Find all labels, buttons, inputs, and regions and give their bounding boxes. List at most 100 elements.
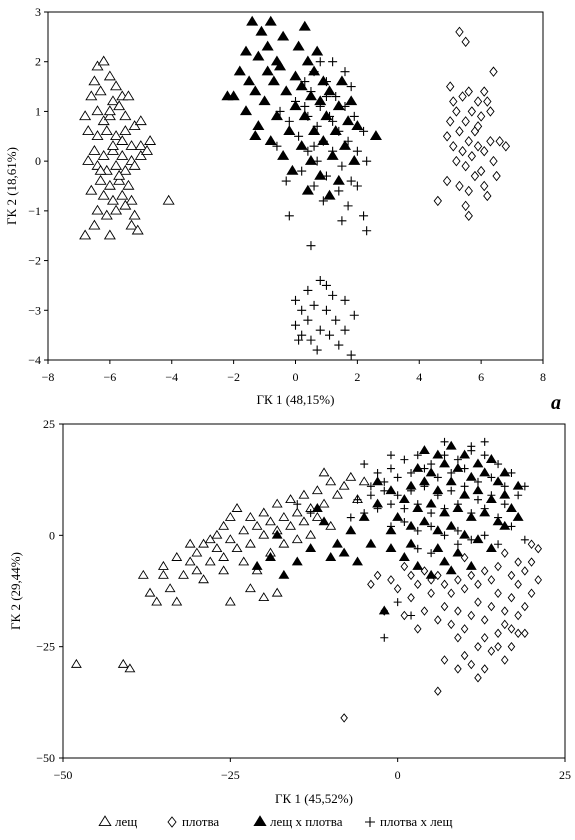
data-point	[494, 628, 502, 639]
data-point	[453, 455, 462, 464]
data-point	[460, 552, 469, 563]
data-point	[338, 480, 350, 490]
data-point	[500, 482, 509, 491]
data-point	[198, 574, 210, 584]
data-point	[369, 130, 382, 140]
data-point	[494, 588, 502, 598]
data-point	[418, 516, 430, 526]
data-point	[494, 460, 503, 469]
legend-marker	[167, 816, 177, 828]
data-point	[311, 503, 323, 512]
data-point	[283, 125, 296, 136]
data-point	[447, 588, 455, 598]
data-point	[106, 95, 119, 106]
data-point	[460, 464, 469, 473]
x-tick-label: −6	[103, 370, 116, 384]
data-point	[106, 145, 119, 155]
data-point	[452, 106, 461, 117]
legend-item: лещ x плотва	[253, 814, 343, 829]
data-point	[407, 486, 416, 495]
data-point	[420, 606, 429, 616]
series-3	[293, 437, 529, 642]
y-axis-label: ГК 2 (29,44%)	[8, 552, 23, 630]
data-point	[380, 633, 389, 642]
data-point	[231, 543, 243, 553]
data-point	[249, 85, 262, 96]
data-point	[280, 85, 293, 96]
data-point	[386, 522, 395, 531]
data-point	[306, 509, 315, 518]
data-point	[308, 125, 321, 136]
data-point	[318, 196, 328, 206]
data-point	[318, 467, 330, 477]
data-point	[378, 605, 390, 615]
data-point	[472, 485, 484, 495]
data-point	[464, 210, 473, 222]
data-point	[352, 556, 363, 566]
data-point	[480, 86, 489, 97]
data-point	[331, 315, 341, 325]
data-point	[440, 437, 449, 446]
data-point	[244, 511, 256, 521]
series-1	[433, 26, 511, 222]
y-tick-label: 1	[35, 104, 41, 118]
series-1	[340, 539, 543, 723]
data-point	[459, 449, 471, 459]
data-point	[400, 610, 409, 621]
data-point	[427, 588, 435, 598]
data-point	[453, 526, 462, 535]
data-point	[454, 575, 462, 585]
data-point	[380, 486, 389, 495]
data-point	[265, 552, 276, 561]
data-point	[218, 565, 230, 575]
data-point	[224, 511, 236, 521]
data-point	[116, 150, 129, 160]
y-tick-label: −3	[28, 303, 41, 317]
data-point	[298, 489, 310, 499]
y-axis-label: ГК 2 (18,61%)	[4, 147, 19, 225]
data-point	[285, 520, 297, 530]
data-point	[400, 561, 409, 572]
data-point	[495, 136, 504, 147]
data-point	[494, 540, 503, 549]
data-point	[439, 458, 450, 468]
data-point	[494, 641, 502, 652]
data-point	[483, 190, 492, 202]
data-point	[243, 75, 256, 86]
data-point	[204, 534, 216, 544]
data-point	[407, 570, 415, 581]
data-point	[312, 156, 322, 166]
data-point	[131, 224, 144, 235]
data-point	[204, 556, 216, 566]
data-point	[278, 511, 290, 521]
data-point	[486, 136, 495, 147]
data-point	[110, 80, 123, 91]
data-point	[100, 125, 113, 136]
data-point	[420, 566, 429, 576]
data-point	[445, 476, 457, 486]
series-3	[272, 57, 372, 360]
data-point	[349, 310, 359, 320]
data-point	[106, 140, 119, 150]
data-point	[100, 209, 113, 220]
data-point	[366, 491, 375, 500]
data-point	[465, 560, 477, 570]
data-point	[303, 111, 313, 121]
data-point	[85, 184, 98, 195]
x-tick-label: 0	[395, 768, 401, 782]
data-point	[458, 91, 467, 102]
data-point	[358, 476, 370, 486]
data-point	[318, 516, 330, 526]
data-point	[309, 300, 319, 310]
series-0	[79, 55, 175, 240]
data-point	[224, 596, 236, 606]
data-point	[412, 560, 424, 570]
data-point	[321, 280, 331, 290]
data-point	[467, 509, 476, 518]
data-point	[125, 140, 138, 150]
data-point	[239, 45, 253, 56]
data-point	[380, 477, 389, 486]
data-point	[521, 628, 529, 639]
data-point	[323, 85, 336, 96]
data-point	[315, 57, 325, 67]
